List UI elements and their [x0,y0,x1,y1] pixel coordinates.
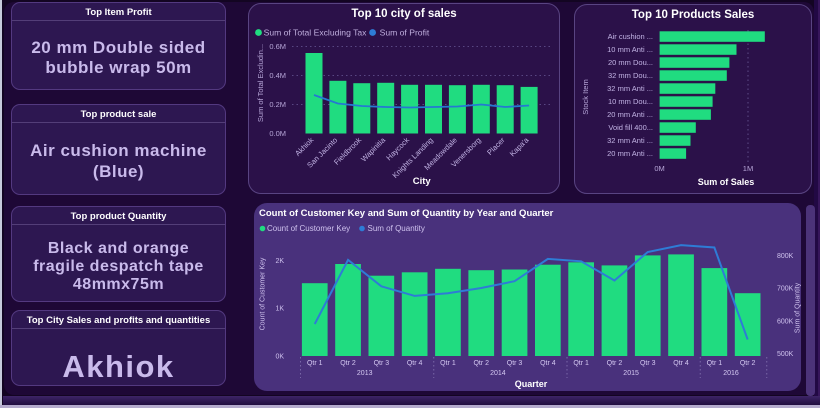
svg-text:Qtr 1: Qtr 1 [573,360,589,367]
svg-text:Sum of Profit: Sum of Profit [380,28,430,38]
svg-text:Count of Customer Key: Count of Customer Key [260,257,267,330]
svg-text:32 mm Anti ...: 32 mm Anti ... [607,136,653,145]
svg-text:20 mm Anti ...: 20 mm Anti ... [607,110,653,119]
svg-text:Qtr 1: Qtr 1 [440,360,456,367]
svg-text:Count of Customer Key and Sum: Count of Customer Key and Sum of Quantit… [259,208,554,219]
svg-text:Qtr 4: Qtr 4 [407,360,423,367]
svg-text:2016: 2016 [723,370,739,377]
svg-text:Quarter: Quarter [515,379,548,389]
svg-text:Qtr 4: Qtr 4 [540,360,556,367]
svg-text:0M: 0M [654,164,664,173]
svg-text:Stock Item: Stock Item [581,79,590,114]
svg-text:Qtr 2: Qtr 2 [340,360,356,367]
svg-text:Qtr 3: Qtr 3 [374,360,390,367]
svg-text:10 mm Anti ...: 10 mm Anti ... [607,45,653,54]
svg-text:Wapinitia: Wapinitia [359,135,388,164]
svg-text:2K: 2K [275,258,284,265]
svg-text:20 mm Dou...: 20 mm Dou... [608,58,653,67]
svg-text:Qtr 2: Qtr 2 [473,360,489,367]
svg-text:City: City [413,176,432,187]
svg-text:Qtr 1: Qtr 1 [307,360,323,367]
svg-text:32 mm Anti ...: 32 mm Anti ... [607,84,653,93]
svg-text:0.2M: 0.2M [269,100,286,109]
svg-text:2015: 2015 [623,370,639,377]
svg-text:20 mm Anti ...: 20 mm Anti ... [607,149,653,158]
svg-text:Qtr 2: Qtr 2 [607,360,623,367]
svg-text:Void fill 400...: Void fill 400... [608,123,653,132]
svg-text:Akhiok: Akhiok [293,135,315,157]
svg-text:1K: 1K [275,306,284,313]
svg-text:Placer: Placer [485,135,507,157]
svg-text:Air cushion ...: Air cushion ... [608,32,653,41]
svg-text:600K: 600K [777,318,794,325]
svg-text:0.0M: 0.0M [269,129,286,138]
svg-text:0K: 0K [275,354,284,361]
svg-text:Sum of Sales: Sum of Sales [698,177,755,187]
svg-text:1M: 1M [743,164,753,173]
svg-text:700K: 700K [777,286,794,293]
svg-text:Sum of Quantity: Sum of Quantity [368,224,425,233]
svg-text:Sum of Total Excludin...: Sum of Total Excludin... [256,44,265,122]
svg-text:0.6M: 0.6M [269,42,286,51]
svg-text:Qtr 2: Qtr 2 [740,360,756,367]
svg-text:500K: 500K [777,351,794,358]
svg-text:Sum of Quantity: Sum of Quantity [795,282,802,333]
svg-text:Qtr 1: Qtr 1 [707,360,723,367]
svg-text:2014: 2014 [490,370,506,377]
svg-text:Count of Customer Key: Count of Customer Key [267,224,350,233]
svg-text:32 mm Dou...: 32 mm Dou... [608,71,653,80]
svg-text:Qtr 3: Qtr 3 [507,360,523,367]
svg-text:Sum of Total Excluding Tax: Sum of Total Excluding Tax [264,28,368,38]
svg-text:800K: 800K [777,253,794,260]
svg-text:2013: 2013 [357,370,373,377]
svg-text:Qtr 3: Qtr 3 [640,360,656,367]
svg-text:0.4M: 0.4M [269,71,286,80]
svg-text:10 mm Dou...: 10 mm Dou... [608,97,653,106]
svg-text:Kapa'a: Kapa'a [508,135,531,158]
svg-text:Qtr 4: Qtr 4 [673,360,689,367]
